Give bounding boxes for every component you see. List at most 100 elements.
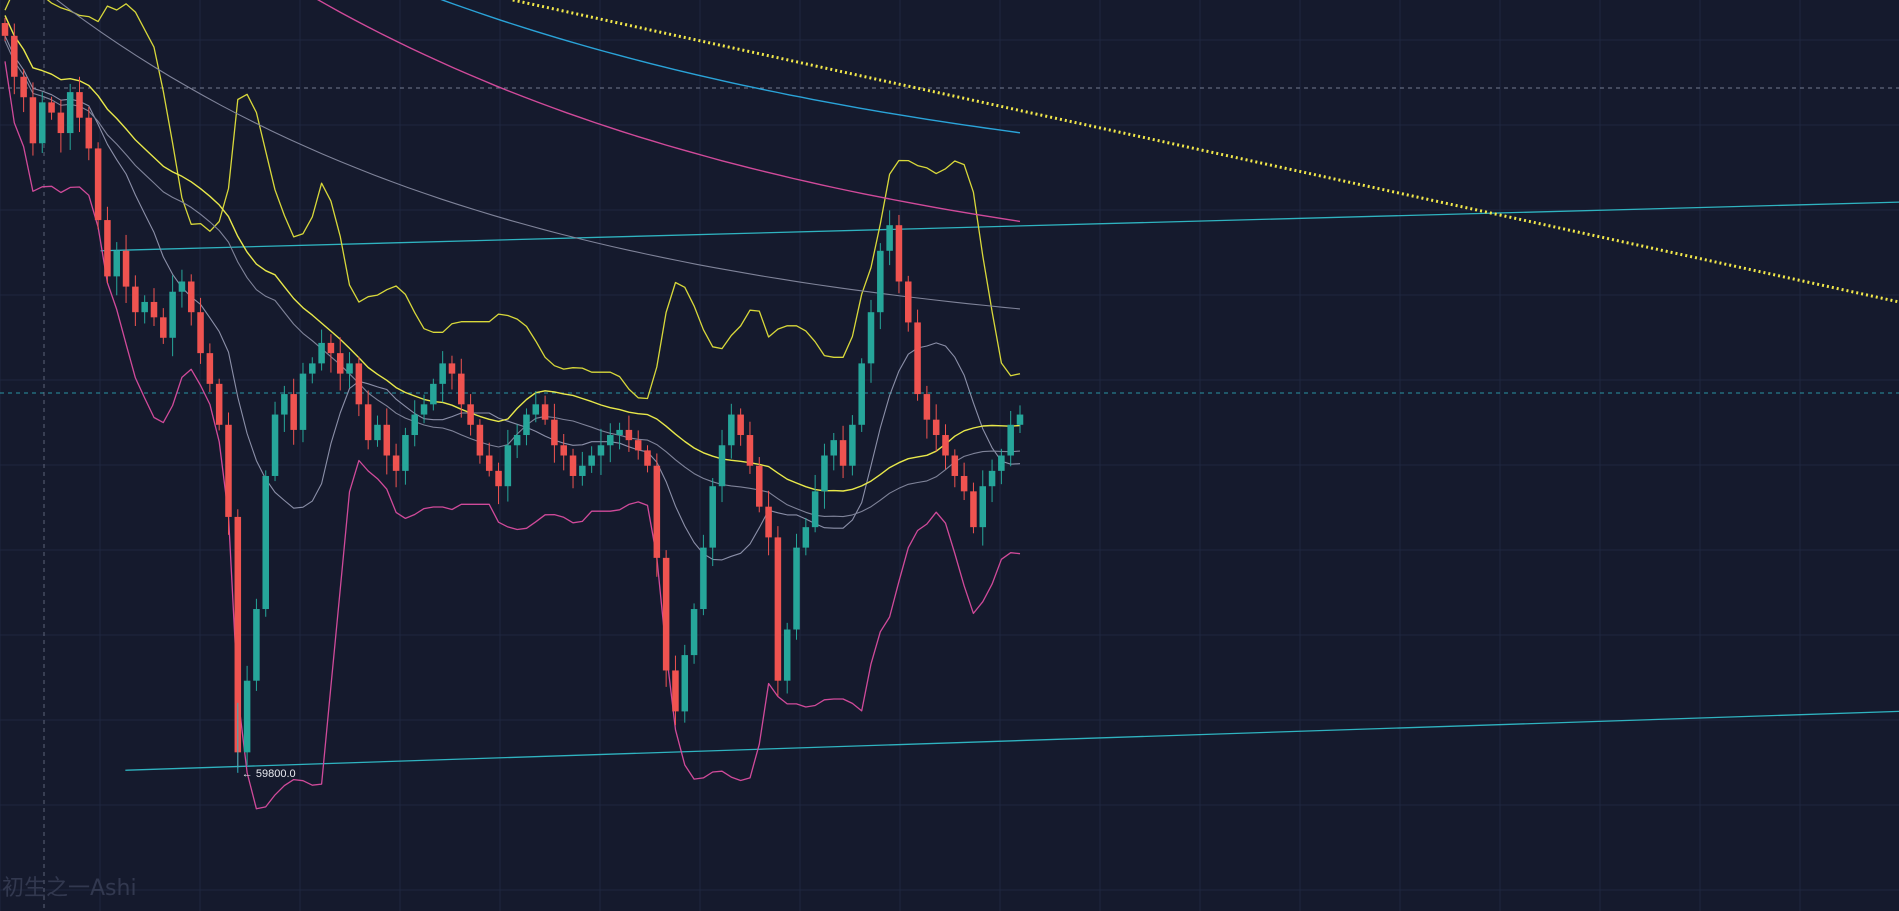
candle-body (662, 557, 670, 671)
candle-body (215, 383, 223, 425)
candle-body (76, 92, 83, 118)
candle-body (420, 404, 428, 415)
candle-body (504, 445, 512, 487)
candle-body (849, 424, 856, 466)
candle-body (355, 363, 363, 405)
candle-body (104, 220, 111, 277)
candle-body (197, 312, 204, 354)
candle-body (560, 445, 567, 456)
candle-body (923, 394, 931, 420)
candle-body (169, 291, 176, 338)
candle-body (551, 419, 558, 446)
candle-body (932, 419, 940, 436)
candle-body (383, 424, 391, 456)
candle-body (290, 394, 297, 430)
candle-body (802, 527, 810, 548)
candle-body (942, 435, 949, 456)
candle-body (346, 363, 353, 374)
candle-body (532, 404, 540, 415)
candle-body (821, 455, 828, 492)
candle-body (402, 435, 409, 471)
candle-body (187, 281, 195, 313)
candle-body (234, 516, 242, 753)
candle-body (327, 342, 335, 354)
bollinger-upper-line (4, 0, 1021, 400)
candle-body (746, 435, 754, 466)
candle-body (374, 424, 381, 441)
candle-body (11, 35, 18, 77)
price-marker-label: ← 59800.0 (242, 768, 296, 780)
ma-yellow-line (4, 15, 1021, 492)
candle-body (681, 655, 689, 712)
candle-body (690, 609, 698, 656)
candle-body (113, 250, 121, 277)
ma-blue-line (440, 0, 1021, 134)
candle-body (774, 537, 782, 681)
candle-body (625, 429, 633, 441)
candle-body (48, 102, 55, 113)
candle-body (299, 373, 307, 430)
candle-body (904, 281, 912, 323)
candle-body (867, 312, 875, 364)
ma-pink-line (316, 0, 1021, 223)
candle-body (29, 97, 37, 144)
candle-body (811, 491, 819, 528)
candle-body (243, 680, 251, 753)
candle-body (132, 286, 139, 313)
candle-body (262, 475, 269, 610)
trendlines (100, 0, 1899, 771)
candle-body (66, 92, 74, 134)
candle-body (485, 455, 493, 471)
candle-body (20, 76, 27, 98)
candle-body (988, 470, 996, 487)
candle-body (998, 455, 1005, 471)
candle-body (458, 373, 465, 405)
candle-body (895, 225, 903, 282)
candle-body (467, 404, 474, 425)
bollinger-mid-line (4, 35, 1021, 561)
candle-body (877, 250, 884, 313)
candle-body (737, 414, 744, 436)
candle-body (830, 440, 838, 456)
candle-body (271, 414, 279, 476)
bollinger-lower-line (4, 61, 1021, 810)
candle-body (634, 440, 642, 451)
candle-body (765, 506, 772, 538)
candle-body (793, 547, 800, 630)
candle-body (225, 424, 232, 517)
candle-body (523, 414, 530, 436)
candle-body (150, 301, 158, 318)
candle-body (588, 455, 595, 466)
candle-body (653, 465, 661, 558)
candle-body (57, 112, 65, 134)
candle-body (1, 23, 9, 36)
candle-body (672, 670, 679, 712)
candle-body (597, 445, 605, 456)
candle-body (951, 455, 959, 476)
trendline-upper-channel (100, 201, 1899, 252)
candle-body (178, 281, 186, 292)
candle-body (85, 117, 93, 149)
candle-body (783, 629, 791, 681)
candle-body (448, 363, 456, 374)
trendline-lower-channel (125, 710, 1899, 771)
candle-body (700, 547, 707, 610)
price-marker: ← 59800.0 (237, 702, 296, 780)
candle-body (318, 342, 325, 364)
ma-slow-gray-line (56, 0, 1021, 310)
candle-body (94, 148, 102, 221)
candle-body (495, 470, 502, 487)
candle-body (839, 440, 847, 466)
candle-body (160, 317, 167, 338)
candle-body (1016, 414, 1024, 425)
candle-body (709, 486, 716, 548)
candle-body (336, 353, 344, 374)
candle-body (1007, 424, 1014, 456)
candle-body (513, 435, 521, 446)
candle-body (206, 353, 214, 384)
candle-body (122, 250, 130, 287)
candle-body (970, 491, 977, 528)
candle-body (644, 450, 651, 466)
candle-body (569, 455, 577, 476)
